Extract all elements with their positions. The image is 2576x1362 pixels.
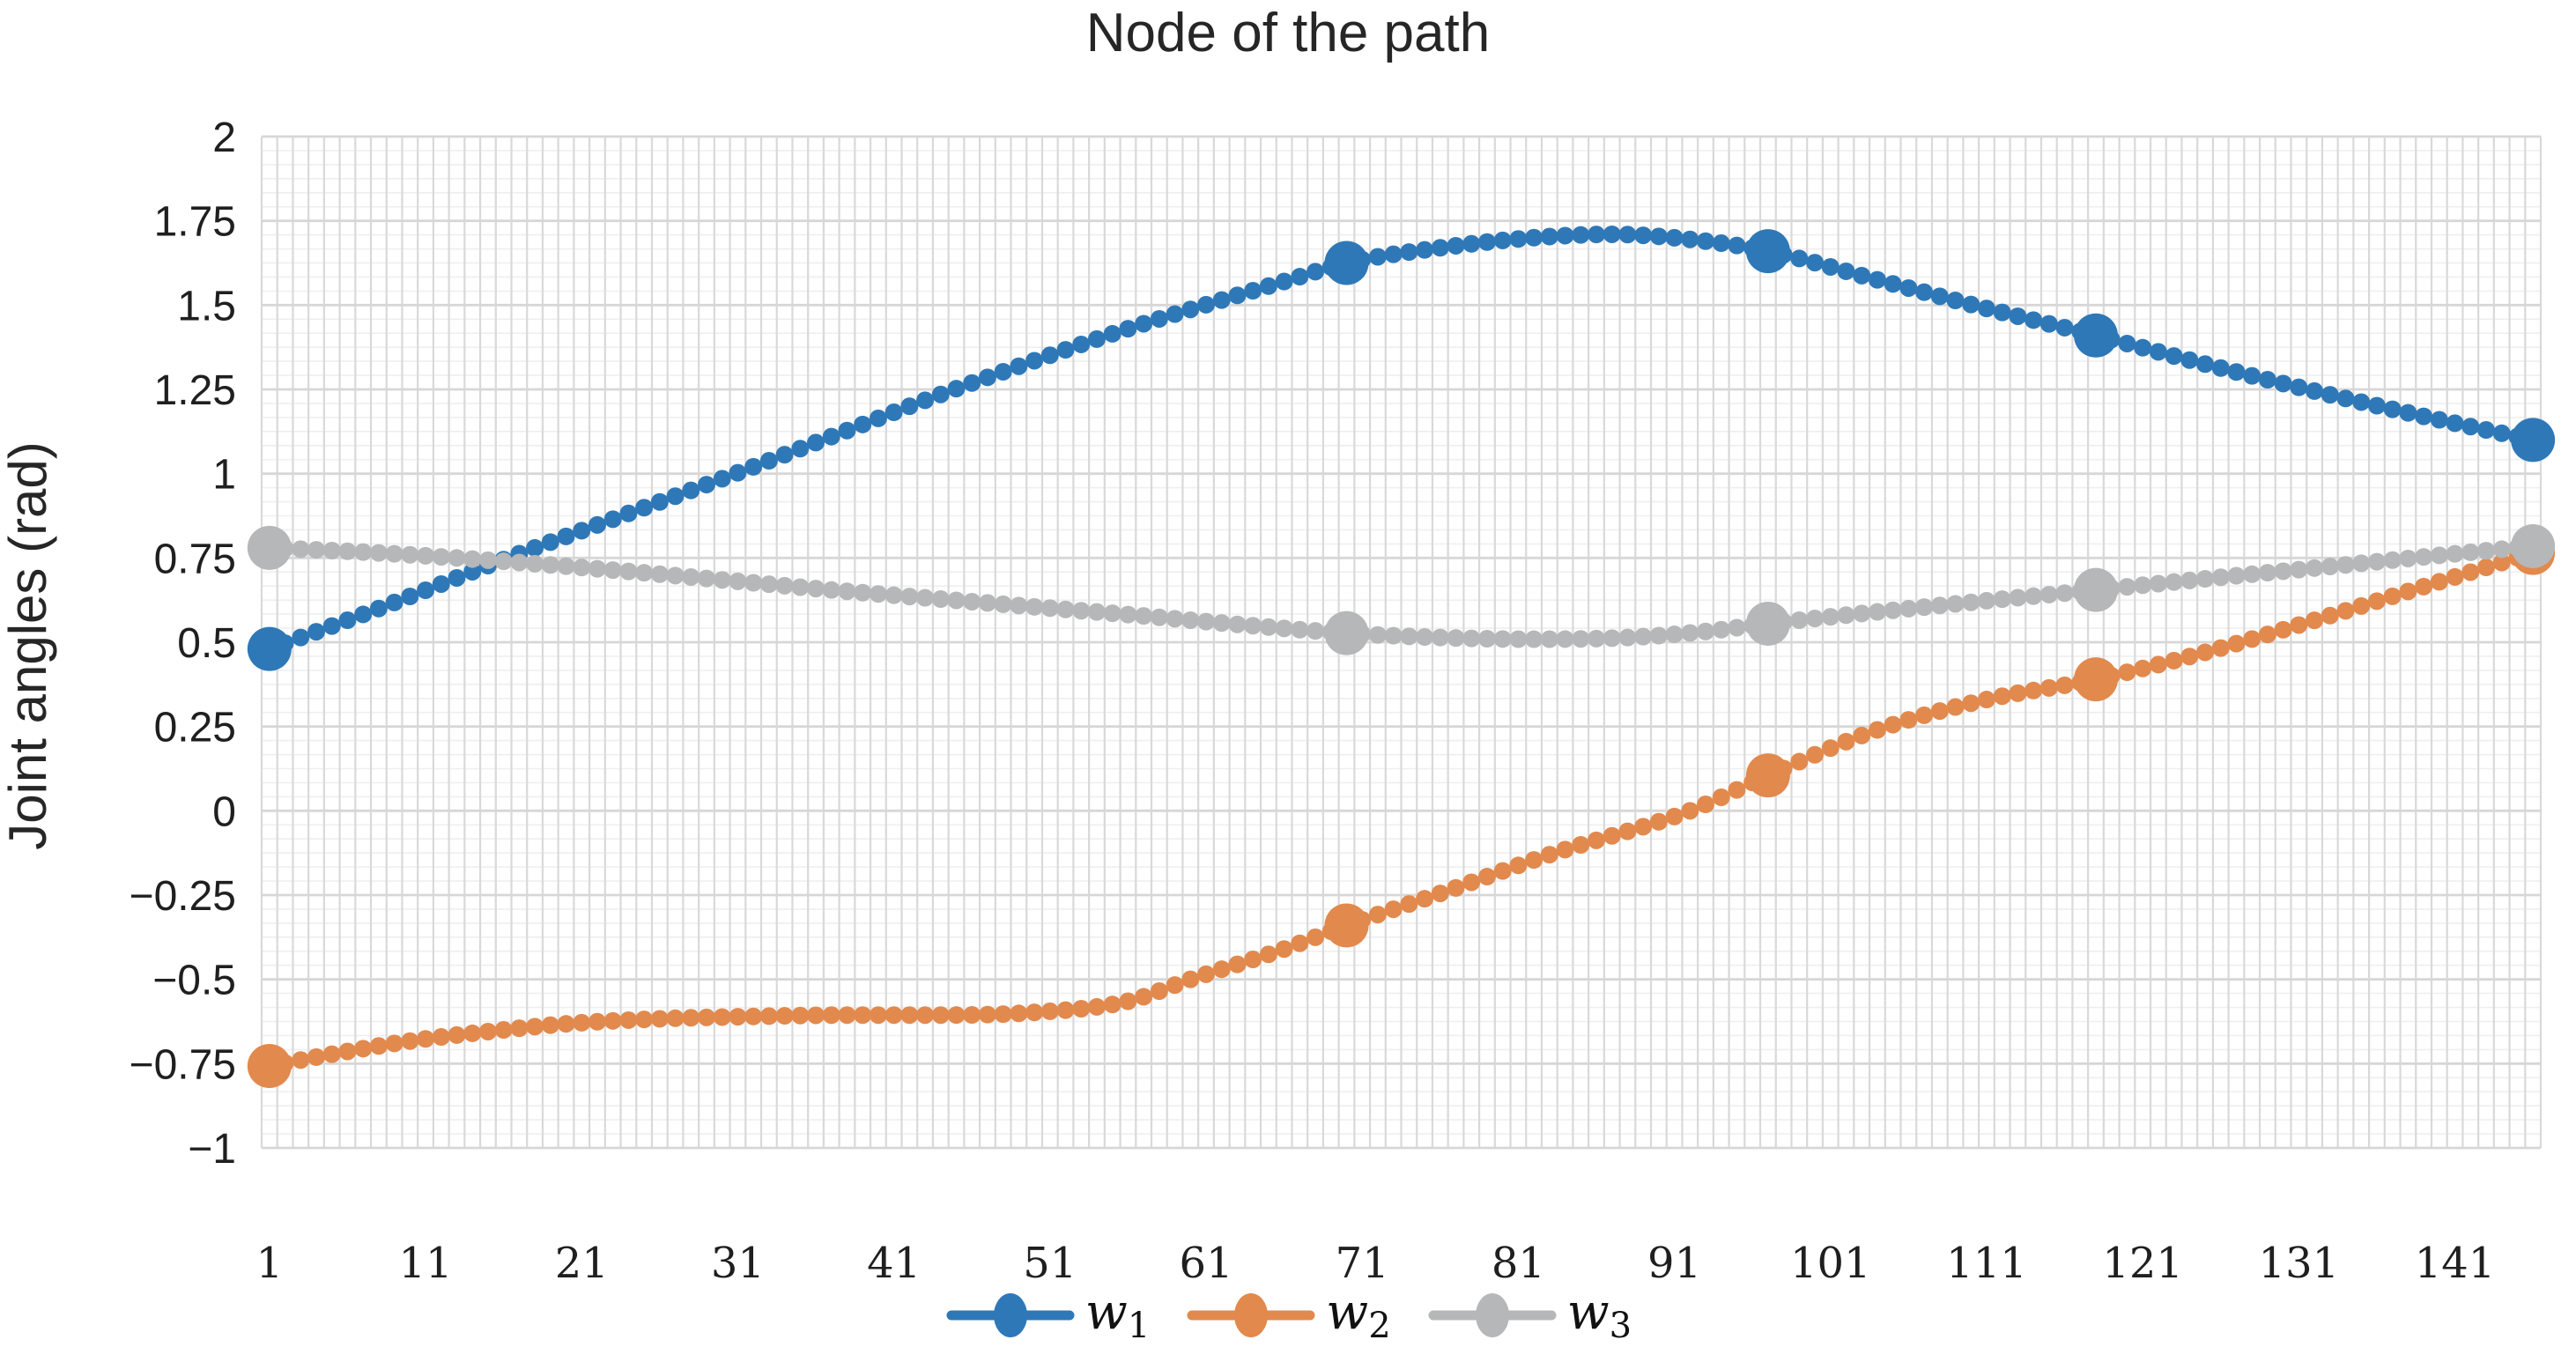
y-axis-tick-labels: 2 1.75 1.5 1.25 1 0.75 0.5 0.25 0 −0.25 −0.5 −0.75 −… <box>130 115 236 1173</box>
x-tick-label: 111 <box>1946 1239 2027 1288</box>
legend: w1 w2 w3 <box>0 1284 2576 1346</box>
x-tick-label: 11 <box>399 1239 453 1288</box>
legend-marker-w1-icon <box>946 1293 1075 1337</box>
y-tick-label: 2 <box>212 115 236 161</box>
x-tick-label: 71 <box>1336 1239 1389 1288</box>
y-tick-label: 1.25 <box>154 367 236 414</box>
legend-marker-w2-icon <box>1187 1293 1315 1337</box>
chart-title: Node of the path <box>1085 3 1491 63</box>
x-tick-label: 101 <box>1790 1239 1871 1288</box>
x-tick-label: 21 <box>555 1239 609 1288</box>
y-tick-label: 1.75 <box>154 199 236 246</box>
x-axis-tick-labels: 1 11 21 31 41 51 61 71 81 91 101 111 121 131 141 <box>256 1239 2496 1288</box>
x-tick-label: 131 <box>2259 1239 2340 1288</box>
y-tick-label: 1.5 <box>177 283 236 329</box>
y-tick-label: 0.5 <box>177 620 236 667</box>
x-tick-label: 121 <box>2102 1239 2183 1288</box>
y-tick-label: −0.25 <box>130 873 236 920</box>
y-tick-label: 0.25 <box>154 705 236 751</box>
y-tick-label: −1 <box>188 1126 236 1173</box>
x-tick-label: 91 <box>1647 1239 1701 1288</box>
x-tick-label: 141 <box>2415 1239 2496 1288</box>
legend-label-w1: w1 <box>1084 1283 1151 1346</box>
series-w3 <box>247 523 2556 655</box>
legend-item-w2: w2 <box>1185 1283 1391 1346</box>
y-tick-label: −0.5 <box>152 958 236 1004</box>
legend-item-w3: w3 <box>1426 1284 1632 1346</box>
legend-item-w1: w1 <box>944 1284 1150 1346</box>
x-tick-label: 1 <box>256 1239 284 1288</box>
grid-major-horizontal <box>262 135 2541 1150</box>
legend-label-w3: w3 <box>1566 1283 1632 1346</box>
x-tick-label: 51 <box>1023 1239 1077 1288</box>
legend-label-w2: w2 <box>1326 1283 1391 1346</box>
legend-marker-w3-icon <box>1428 1293 1557 1337</box>
y-tick-label: 0 <box>212 788 236 835</box>
y-tick-label: 0.75 <box>154 536 236 582</box>
x-tick-label: 31 <box>711 1239 765 1288</box>
x-tick-label: 41 <box>867 1239 921 1288</box>
x-tick-label: 61 <box>1179 1239 1232 1288</box>
y-tick-label: 1 <box>212 452 236 499</box>
x-tick-label: 81 <box>1492 1239 1545 1288</box>
y-tick-label: −0.75 <box>130 1041 236 1088</box>
